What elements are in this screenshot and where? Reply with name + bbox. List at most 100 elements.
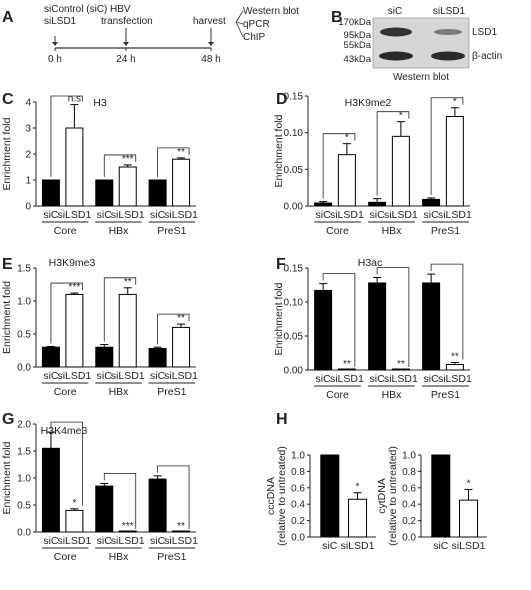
bar [65, 509, 84, 533]
bar [337, 154, 356, 207]
significance-bracket [50, 421, 83, 506]
significance-label: ** [124, 277, 132, 288]
category-label: siLSD1 [111, 535, 145, 547]
y-axis-label: cytDNA [376, 478, 388, 514]
y-axis-label: Enrichment fold [273, 114, 285, 187]
bar [172, 158, 191, 207]
bar [314, 289, 333, 371]
category-label: siC [424, 373, 440, 385]
group-label: Core [54, 386, 77, 398]
bar [148, 348, 167, 368]
significance-bracket [430, 263, 464, 360]
group-label: HBx [382, 389, 403, 401]
group-label: PreS1 [431, 389, 460, 401]
panel-letter-d: D [276, 91, 288, 108]
band-label-lsd1: LSD1 [472, 27, 497, 38]
y-tick-label: 0.2 [291, 516, 305, 527]
marker-55: 55kDa [344, 40, 372, 51]
significance-label: * [356, 482, 360, 493]
bar [348, 498, 368, 538]
y-tick-label: 1.0 [17, 297, 31, 308]
band-lsd1-silsd1 [434, 29, 462, 35]
bar [459, 499, 479, 538]
significance-label: ** [343, 359, 351, 370]
y-tick-label: 0.5 [17, 501, 31, 512]
marker-43: 43kDa [344, 54, 372, 65]
significance-label: ** [451, 352, 459, 363]
assay-qpcr: qPCR [243, 19, 270, 30]
bar [320, 454, 340, 538]
assay-chip: ChIP [243, 32, 266, 43]
category-label: siLSD1 [330, 209, 364, 221]
significance-label: ** [177, 313, 185, 324]
category-label: siC [97, 535, 113, 547]
significance-bracket [157, 313, 190, 345]
bar [41, 179, 60, 207]
category-label: siLSD1 [57, 535, 91, 547]
category-label: siLSD1 [384, 373, 418, 385]
significance-bracket [322, 133, 356, 199]
bar [118, 530, 137, 533]
bar [41, 346, 60, 368]
category-label: siLSD1 [57, 209, 91, 221]
significance-label: *** [122, 154, 134, 165]
category-label: siLSD1 [164, 370, 198, 382]
chart-title: H3K9me3 [49, 257, 96, 269]
bar [422, 282, 441, 371]
category-label: siC [43, 535, 59, 547]
chart-h: 0.0 0.2 0.4 0.6 0.8 1.0 cccDNA (relative to unt… [265, 446, 376, 552]
category-label: siC [43, 370, 59, 382]
category-label: siC [43, 209, 59, 221]
y-tick-label: 1.0 [402, 451, 416, 462]
category-label: siLSD1 [57, 370, 91, 382]
significance-bracket [157, 147, 190, 177]
y-tick-label: 0.4 [291, 500, 305, 511]
y-tick-label: 0.05 [284, 165, 304, 176]
group-label: HBx [382, 225, 403, 237]
y-tick-label: 0.2 [402, 516, 416, 527]
significance-label: ** [397, 359, 405, 370]
bar [148, 478, 167, 533]
y-axis-label: (relative to untreated) [276, 446, 288, 546]
category-label: siC [424, 209, 440, 221]
y-tick-label: 0.4 [402, 500, 416, 511]
chart-d: 0.00 0.05 0.10 0.15 Enrichment fold H3K9me2 si… [273, 92, 472, 238]
significance-label: * [453, 97, 457, 108]
chart-title: H3K4me3 [41, 425, 88, 437]
bar [118, 293, 137, 368]
band-actin-silsd1 [431, 51, 465, 61]
bar [391, 135, 410, 207]
bar [172, 326, 191, 368]
significance-bracket [103, 277, 137, 342]
assay-western: Western blot [243, 6, 299, 17]
group-label: PreS1 [157, 551, 186, 563]
category-label: siLSD1 [452, 540, 486, 552]
hbv-label-1: HBV [110, 4, 131, 15]
group-label: Core [54, 551, 77, 563]
y-tick-label: 0.8 [402, 467, 416, 478]
time-0h: 0 h [48, 54, 62, 65]
category-label: siLSD1 [341, 540, 375, 552]
significance-label: n.s [68, 94, 81, 105]
y-tick-label: 0.10 [284, 128, 304, 139]
bar [314, 202, 333, 207]
bar [445, 364, 464, 371]
group-label: Core [54, 225, 77, 237]
y-tick-label: 0.00 [284, 202, 304, 213]
y-tick-label: 4 [25, 98, 31, 109]
significance-label: * [72, 498, 76, 509]
blot-caption: Western blot [393, 72, 449, 83]
panel-a: A siControl (siC) siLSD1 HBV transfectio… [2, 4, 299, 65]
y-tick-label: 0.6 [402, 483, 416, 494]
panel-letter-g: G [2, 411, 14, 428]
category-label: siC [433, 540, 449, 552]
y-tick-label: 0.0 [402, 533, 416, 544]
y-tick-label: 2 [25, 150, 31, 161]
panel-letter-c: C [2, 91, 14, 108]
bar [95, 346, 114, 368]
panel-letter-b: B [331, 9, 343, 26]
y-tick-label: 1.0 [17, 474, 31, 485]
chart-g: 0.0 0.5 1.0 1.5 2.0 Enrichment fold H3K4me3 siC… [1, 420, 198, 564]
